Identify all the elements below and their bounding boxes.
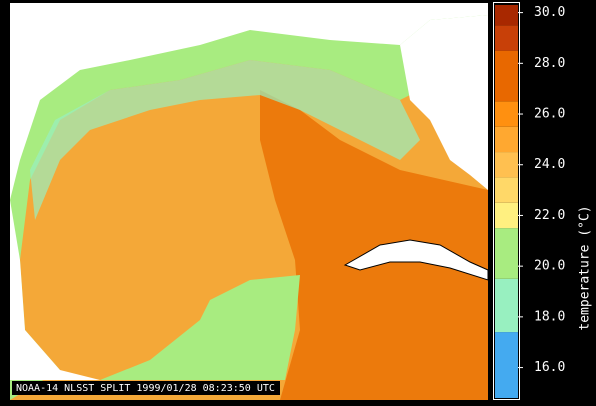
colorbar-label: temperature (°C) — [578, 205, 593, 330]
color-band — [495, 228, 518, 279]
tick-label: 24.0 — [534, 157, 565, 172]
color-band — [495, 278, 518, 333]
florida — [400, 15, 488, 190]
color-band — [495, 152, 518, 178]
land-west — [10, 200, 100, 380]
color-band — [495, 177, 518, 203]
color-band — [495, 126, 518, 153]
color-band — [495, 101, 518, 127]
shelf-water — [30, 60, 420, 220]
tick-label: 16.0 — [534, 360, 565, 375]
caption: NOAA-14 NLSST SPLIT 1999/01/28 08:23:50 … — [16, 383, 275, 394]
tick-label: 26.0 — [534, 107, 565, 122]
tick-label: 30.0 — [534, 5, 565, 20]
tick-label: 22.0 — [534, 208, 565, 223]
color-band — [495, 50, 518, 102]
tick-label: 28.0 — [534, 56, 565, 71]
warm-water — [260, 90, 488, 400]
color-band — [495, 5, 518, 26]
cuba — [343, 239, 489, 281]
color-band — [495, 332, 518, 398]
tick-label: 18.0 — [534, 309, 565, 324]
color-band — [495, 202, 518, 229]
tick-label: 20.0 — [534, 259, 565, 274]
color-band — [495, 25, 518, 51]
sst-map — [10, 3, 489, 400]
land-north — [10, 3, 488, 200]
caption-box — [12, 381, 280, 395]
colorbar-frame — [493, 2, 520, 400]
yucatan — [100, 275, 300, 380]
